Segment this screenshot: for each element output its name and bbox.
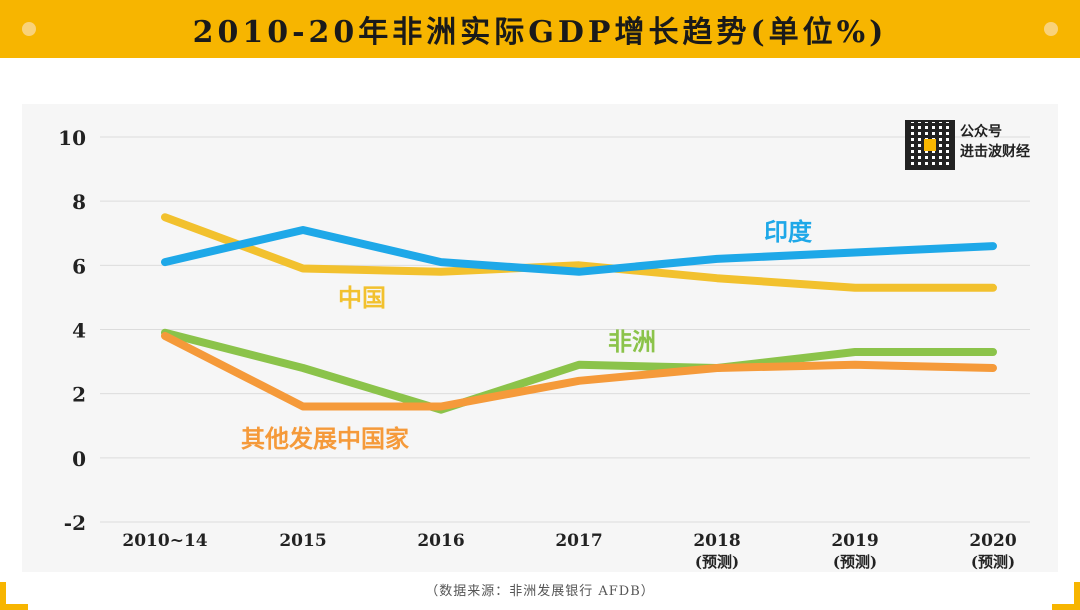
y-tick-label: -2 [64, 511, 86, 535]
title-bar: 2010-20年非洲实际GDP增长趋势(单位%) [0, 0, 1080, 58]
series-label: 中国 [338, 284, 386, 312]
x-tick-label: 2019 [831, 531, 878, 551]
corner-decoration-left [0, 582, 28, 610]
series-label: 印度 [764, 218, 813, 246]
chart-title: 2010-20年非洲实际GDP增长趋势(单位%) [192, 15, 888, 50]
qr-label: 公众号 进击波财经 [960, 122, 1030, 162]
qr-label-line1: 公众号 [960, 124, 1002, 140]
x-tick-sublabel: (预测) [971, 553, 1015, 571]
x-tick-sublabel: (预测) [833, 553, 877, 571]
data-source: （数据来源：非洲发展银行 AFDB） [425, 584, 655, 599]
x-tick-label: 2015 [279, 531, 326, 551]
y-tick-label: 8 [72, 190, 86, 214]
corner-decoration-right [1052, 582, 1080, 610]
y-tick-label: 2 [72, 383, 86, 407]
series-line-3 [161, 331, 997, 411]
title-dot-right [1044, 22, 1058, 36]
x-tick-label: 2017 [555, 531, 602, 551]
x-tick-label: 2018 [693, 531, 740, 551]
title-dot-left [22, 22, 36, 36]
x-tick-sublabel: (预测) [695, 553, 739, 571]
series-label: 其他发展中国家 [241, 425, 409, 453]
series-line-2 [161, 328, 997, 414]
y-tick-label: 10 [58, 126, 86, 150]
y-tick-label: 4 [72, 319, 86, 343]
y-tick-label: 6 [72, 254, 86, 278]
series-label: 非洲 [608, 328, 656, 356]
y-tick-label: 0 [72, 447, 86, 471]
qr-label-line2: 进击波财经 [960, 144, 1030, 160]
x-tick-label: 2016 [417, 531, 464, 551]
series-line-1 [161, 213, 997, 292]
series-line-0 [161, 226, 997, 276]
x-tick-label: 2010~14 [122, 531, 207, 551]
x-tick-label: 2020 [969, 531, 1016, 551]
qr-code-icon [905, 120, 955, 170]
